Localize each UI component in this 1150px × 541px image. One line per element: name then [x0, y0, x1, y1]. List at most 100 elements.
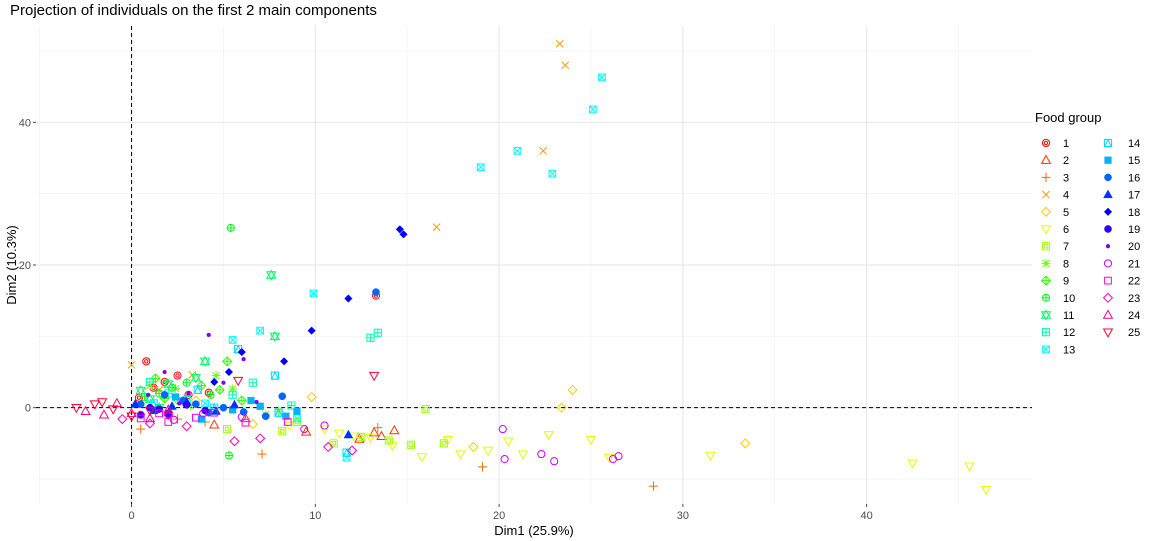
- series-20: [145, 332, 259, 406]
- data-point: [98, 409, 110, 419]
- legend-item-10: 10: [1041, 293, 1075, 305]
- data-point: [193, 385, 202, 394]
- x-tick-label: 20: [493, 510, 505, 522]
- data-point: [226, 223, 235, 232]
- data-point: [80, 405, 91, 415]
- legend-key-18: [1103, 207, 1113, 216]
- legend-key-14: [1103, 138, 1113, 148]
- series-13: [201, 73, 606, 462]
- legend: Food group 12345678910111213141516171819…: [1035, 110, 1140, 356]
- legend-label-5: 5: [1063, 207, 1069, 219]
- legend-key-6: [1040, 225, 1052, 235]
- data-point: [265, 269, 277, 281]
- data-point: [395, 225, 404, 234]
- legend-item-19: 19: [1104, 224, 1140, 236]
- legend-item-25: 25: [1102, 327, 1140, 339]
- legend-item-7: 7: [1041, 241, 1069, 253]
- data-point: [214, 384, 225, 395]
- legend-key-8: [1041, 258, 1051, 268]
- legend-item-21: 21: [1103, 258, 1140, 270]
- legend-key-19: [1104, 225, 1112, 233]
- data-point: [206, 390, 215, 399]
- data-point: [197, 415, 205, 423]
- legend-key-11: [1040, 309, 1052, 321]
- data-point: [416, 453, 428, 463]
- legend-label-15: 15: [1128, 155, 1140, 167]
- data-point: [368, 371, 380, 382]
- legend-item-23: 23: [1102, 292, 1140, 305]
- data-point: [517, 450, 529, 460]
- data-point: [319, 425, 330, 435]
- legend-key-22: [1104, 276, 1112, 285]
- legend-item-14: 14: [1103, 138, 1140, 150]
- data-point: [163, 404, 174, 414]
- legend-key-7: [1041, 242, 1051, 251]
- data-point: [182, 378, 191, 387]
- data-point: [96, 398, 108, 408]
- legend-item-8: 8: [1041, 258, 1069, 270]
- data-point: [278, 427, 287, 436]
- data-point: [306, 391, 317, 403]
- data-point: [329, 439, 338, 448]
- data-point: [539, 146, 548, 155]
- legend-label-11: 11: [1063, 310, 1074, 322]
- series-18: [210, 225, 408, 387]
- chart-title: Projection of individuals on the first 2…: [10, 2, 377, 19]
- data-point: [346, 445, 358, 456]
- legend-item-13: 13: [1042, 344, 1075, 356]
- data-point: [293, 407, 301, 415]
- data-point: [199, 355, 211, 367]
- data-point: [282, 412, 290, 420]
- data-point: [287, 401, 296, 410]
- x-axis-label: Dim1 (25.9%): [494, 523, 573, 538]
- data-point: [223, 425, 232, 434]
- data-point: [366, 333, 375, 342]
- data-point: [248, 378, 257, 387]
- data-point: [228, 390, 237, 399]
- legend-key-25: [1102, 328, 1114, 338]
- data-point: [247, 418, 258, 430]
- data-point: [256, 402, 264, 410]
- legend-key-12: [1041, 328, 1051, 337]
- data-point: [160, 391, 169, 399]
- data-point: [439, 439, 449, 448]
- data-point: [482, 446, 494, 457]
- x-tick-label: 40: [860, 510, 872, 522]
- data-point: [182, 401, 191, 409]
- legend-item-3: 3: [1041, 172, 1069, 184]
- legend-label-12: 12: [1063, 327, 1075, 339]
- x-tick-label: 30: [677, 510, 689, 522]
- series-17: [130, 396, 354, 439]
- data-point: [241, 418, 250, 427]
- data-point: [127, 360, 136, 369]
- data-point: [142, 357, 151, 366]
- data-point: [256, 326, 265, 335]
- legend-label-8: 8: [1063, 258, 1069, 270]
- data-point: [255, 433, 266, 444]
- legend-item-1: 1: [1041, 138, 1069, 150]
- data-point: [373, 328, 382, 337]
- data-point: [476, 163, 485, 172]
- data-point: [173, 371, 182, 380]
- data-point: [169, 415, 178, 424]
- data-point: [257, 449, 267, 459]
- data-point: [513, 146, 522, 155]
- data-point: [543, 431, 554, 441]
- legend-label-18: 18: [1128, 207, 1140, 219]
- data-point: [406, 440, 415, 449]
- legend-label-3: 3: [1063, 172, 1069, 184]
- data-point: [211, 406, 221, 415]
- data-point: [365, 433, 376, 444]
- data-point: [274, 408, 283, 417]
- legend-item-24: 24: [1102, 309, 1140, 322]
- data-point: [293, 414, 301, 423]
- legend-item-11: 11: [1040, 309, 1074, 322]
- legend-key-17: [1103, 189, 1113, 199]
- reference-lines: [36, 26, 1032, 504]
- legend-label-1: 1: [1063, 138, 1069, 150]
- legend-key-21: [1103, 259, 1113, 268]
- data-point: [278, 392, 287, 401]
- legend-label-25: 25: [1128, 327, 1140, 339]
- data-point: [224, 451, 234, 460]
